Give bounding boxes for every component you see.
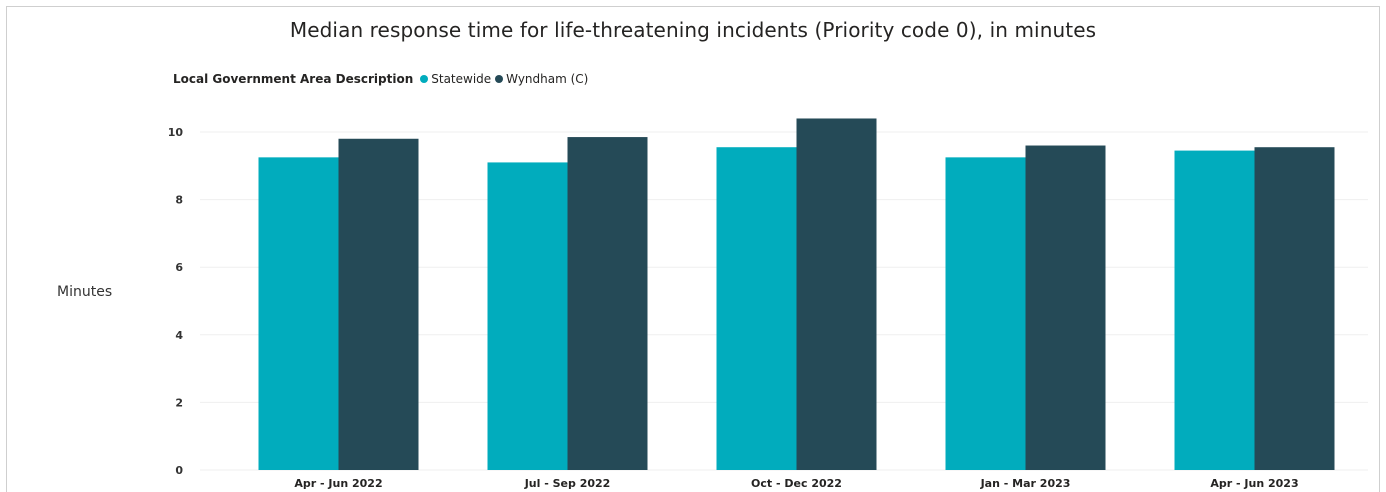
- x-tick-label: Oct - Dec 2022: [751, 477, 842, 490]
- bar-wyndham: [796, 118, 877, 470]
- legend-label-wyndham: Wyndham (C): [506, 72, 589, 86]
- x-tick-label: Jan - Mar 2023: [980, 477, 1071, 490]
- chart-title: Median response time for life-threatenin…: [289, 18, 1097, 42]
- chart-frame: [6, 6, 1380, 492]
- legend-item-wyndham[interactable]: Wyndham (C): [495, 72, 588, 86]
- y-tick-label: 8: [175, 194, 183, 207]
- y-tick-label: 6: [175, 261, 183, 274]
- legend-marker-wyndham: [495, 75, 504, 83]
- bar-wyndham: [338, 138, 419, 470]
- y-axis-label: Minutes: [57, 284, 113, 300]
- legend-title: Local Government Area Description: [173, 72, 414, 86]
- x-tick-label: Apr - Jun 2023: [1210, 477, 1298, 490]
- bar-statewide: [487, 162, 568, 471]
- bar-statewide: [1174, 150, 1255, 470]
- bar-statewide: [258, 157, 339, 470]
- bar-wyndham: [567, 137, 648, 470]
- bar-wyndham: [1025, 145, 1106, 470]
- bar-wyndham: [1254, 147, 1335, 470]
- legend-item-statewide[interactable]: Statewide: [420, 72, 491, 86]
- y-tick-label: 0: [175, 464, 183, 477]
- x-tick-label: Apr - Jun 2022: [294, 477, 382, 490]
- y-tick-label: 2: [175, 396, 183, 409]
- bar-statewide: [716, 147, 797, 470]
- y-tick-label: 4: [175, 329, 183, 342]
- x-tick-label: Jul - Sep 2022: [524, 477, 611, 490]
- legend-label-statewide: Statewide: [431, 72, 492, 86]
- legend-marker-statewide: [420, 75, 429, 83]
- legend: Local Government Area Description Statew…: [173, 70, 592, 88]
- bar-statewide: [945, 157, 1026, 470]
- y-tick-label: 10: [168, 126, 184, 139]
